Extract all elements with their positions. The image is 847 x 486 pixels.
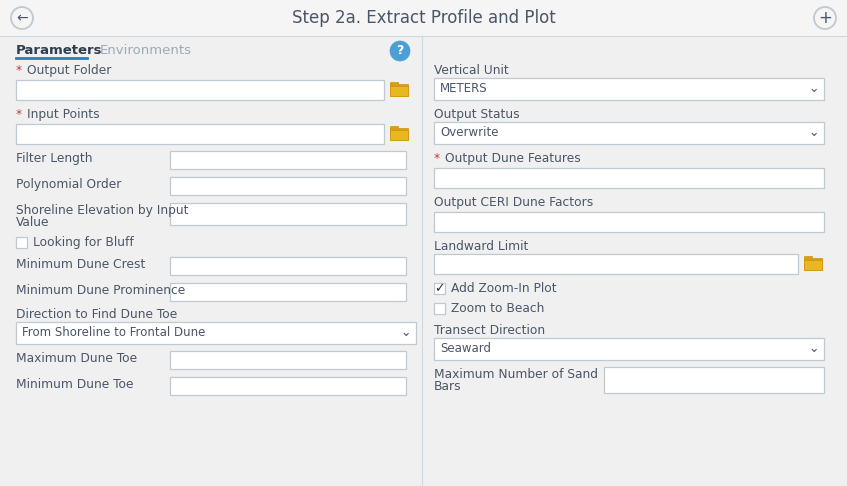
Text: Bars: Bars bbox=[434, 380, 462, 393]
Text: Minimum Dune Toe: Minimum Dune Toe bbox=[16, 378, 134, 391]
Text: ⌄: ⌄ bbox=[809, 83, 819, 96]
Bar bbox=[804, 258, 822, 270]
Text: Output Dune Features: Output Dune Features bbox=[445, 152, 581, 165]
Text: ⌄: ⌄ bbox=[809, 126, 819, 139]
Bar bbox=[16, 124, 384, 144]
Text: ✓: ✓ bbox=[435, 282, 445, 295]
Bar bbox=[434, 168, 824, 188]
Bar bbox=[390, 128, 408, 140]
Text: Vertical Unit: Vertical Unit bbox=[434, 64, 509, 77]
Bar bbox=[0, 0, 847, 36]
Text: ?: ? bbox=[396, 45, 404, 57]
Bar bbox=[804, 256, 812, 260]
Bar bbox=[434, 122, 824, 144]
Text: Landward Limit: Landward Limit bbox=[434, 240, 529, 253]
Bar bbox=[804, 260, 822, 270]
Text: Minimum Dune Prominence: Minimum Dune Prominence bbox=[16, 284, 185, 297]
Text: Output CERI Dune Factors: Output CERI Dune Factors bbox=[434, 196, 593, 209]
Bar bbox=[170, 283, 406, 301]
Bar bbox=[604, 367, 824, 393]
Text: Direction to Find Dune Toe: Direction to Find Dune Toe bbox=[16, 308, 177, 321]
Text: Shoreline Elevation by Input: Shoreline Elevation by Input bbox=[16, 204, 189, 217]
Text: Filter Length: Filter Length bbox=[16, 152, 92, 165]
Bar bbox=[434, 254, 798, 274]
Bar bbox=[170, 151, 406, 169]
Text: Polynomial Order: Polynomial Order bbox=[16, 178, 121, 191]
Bar bbox=[434, 212, 824, 232]
Text: ⌄: ⌄ bbox=[809, 343, 819, 355]
Bar bbox=[16, 237, 27, 248]
Bar bbox=[390, 130, 408, 140]
Bar bbox=[434, 303, 445, 314]
Text: METERS: METERS bbox=[440, 83, 488, 96]
Text: Maximum Number of Sand: Maximum Number of Sand bbox=[434, 368, 598, 381]
Bar bbox=[170, 351, 406, 369]
Bar bbox=[390, 82, 398, 86]
Text: Step 2a. Extract Profile and Plot: Step 2a. Extract Profile and Plot bbox=[291, 9, 556, 27]
Bar bbox=[170, 377, 406, 395]
Bar bbox=[390, 126, 398, 130]
Circle shape bbox=[390, 41, 410, 61]
Text: Environments: Environments bbox=[100, 44, 192, 57]
Text: Zoom to Beach: Zoom to Beach bbox=[451, 302, 545, 315]
Bar bbox=[390, 84, 408, 96]
Bar bbox=[170, 257, 406, 275]
Text: From Shoreline to Frontal Dune: From Shoreline to Frontal Dune bbox=[22, 327, 205, 340]
Text: *: * bbox=[16, 64, 26, 77]
Text: Transect Direction: Transect Direction bbox=[434, 324, 545, 337]
Text: Add Zoom-In Plot: Add Zoom-In Plot bbox=[451, 282, 556, 295]
Text: ⌄: ⌄ bbox=[401, 327, 412, 340]
Text: Input Points: Input Points bbox=[27, 108, 100, 121]
Text: Minimum Dune Crest: Minimum Dune Crest bbox=[16, 258, 146, 271]
Text: Seaward: Seaward bbox=[440, 343, 491, 355]
Text: *: * bbox=[16, 108, 26, 121]
Text: +: + bbox=[818, 9, 832, 27]
Text: Overwrite: Overwrite bbox=[440, 126, 499, 139]
Bar bbox=[434, 338, 824, 360]
Bar bbox=[434, 283, 445, 294]
Bar bbox=[434, 78, 824, 100]
Bar bbox=[16, 322, 416, 344]
Bar bbox=[16, 80, 384, 100]
Text: *: * bbox=[434, 152, 444, 165]
Text: Value: Value bbox=[16, 216, 49, 229]
Bar bbox=[390, 86, 408, 96]
Text: Looking for Bluff: Looking for Bluff bbox=[33, 236, 134, 249]
Bar bbox=[170, 177, 406, 195]
Text: Maximum Dune Toe: Maximum Dune Toe bbox=[16, 352, 137, 365]
Text: Output Status: Output Status bbox=[434, 108, 519, 121]
Text: ←: ← bbox=[16, 11, 28, 25]
Text: Output Folder: Output Folder bbox=[27, 64, 111, 77]
Bar bbox=[170, 203, 406, 225]
Text: Parameters: Parameters bbox=[16, 44, 102, 57]
